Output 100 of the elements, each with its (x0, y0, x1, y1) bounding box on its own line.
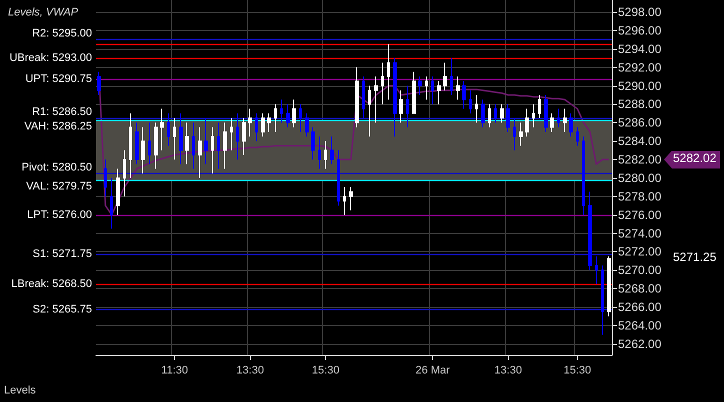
candlestick (141, 126, 145, 174)
candlestick (97, 71, 101, 96)
candlestick (248, 108, 252, 137)
candlestick (217, 122, 220, 170)
candlestick (443, 62, 447, 91)
y-tick-label: 5266.00 (618, 300, 662, 314)
candlestick (185, 122, 189, 165)
y-tick-label: 5280.00 (618, 170, 662, 185)
candlestick (601, 265, 604, 336)
candlestick (368, 85, 371, 137)
ref-line-label: VAL: 5279.75 (26, 180, 92, 192)
y-tick-label: 5284.00 (618, 134, 662, 148)
y-tick-label: 5268.00 (618, 282, 662, 296)
candlestick (519, 122, 523, 146)
candlestick (267, 112, 271, 132)
ref-line-label: UPT: 5290.75 (25, 72, 92, 85)
y-tick-label: 5264.00 (618, 318, 662, 332)
candlestick (286, 104, 290, 128)
candlestick (550, 112, 554, 132)
candlestick (292, 99, 296, 128)
y-tick-label: 5294.00 (618, 42, 662, 56)
candlestick (198, 126, 202, 178)
x-tick-label: 15:30 (564, 364, 592, 376)
y-tick-label: 5282.00 (618, 152, 662, 167)
y-tick-label: 5292.00 (618, 60, 662, 74)
candlestick (406, 85, 409, 128)
candlestick (538, 94, 541, 119)
text: Levels (4, 384, 36, 396)
ref-line-label: Pivot: 5280.50 (22, 161, 92, 174)
x-tick-label: 11:30 (161, 364, 188, 376)
candlestick (349, 186, 353, 211)
x-tick-label: 13:30 (236, 364, 264, 376)
candlestick (305, 112, 309, 137)
candlestick (116, 168, 120, 216)
candlestick (236, 112, 239, 160)
candlestick (481, 99, 485, 128)
y-tick-label: 5290.00 (618, 78, 662, 93)
candlestick (318, 136, 321, 170)
candlestick (160, 108, 164, 151)
ref-line-label: LBreak: 5268.50 (11, 278, 92, 290)
candlestick (412, 71, 416, 114)
candlestick (431, 76, 434, 105)
candlestick (123, 150, 126, 197)
candlestick (230, 118, 233, 151)
candlestick (557, 108, 560, 128)
y-tick-label: 5274.00 (618, 226, 662, 240)
candlestick (104, 159, 107, 197)
candlestick (475, 94, 478, 124)
candlestick (425, 76, 428, 100)
y-tick-label: 5298.00 (618, 4, 662, 19)
candlestick (437, 80, 441, 105)
candlestick (450, 58, 453, 96)
candlestick (569, 112, 573, 137)
candlestick (607, 256, 611, 317)
candlestick (393, 58, 397, 137)
candlestick (148, 122, 151, 165)
candlestick (129, 112, 132, 178)
x-tick-label: 26 Mar (416, 364, 450, 376)
y-tick-label: 5278.00 (618, 189, 662, 204)
candlestick (488, 104, 491, 128)
candlestick (362, 76, 365, 119)
candlestick (381, 62, 384, 105)
y-tick-label: 5276.00 (618, 208, 662, 222)
candlestick (462, 80, 466, 110)
ref-line-label: VAH: 5286.25 (24, 120, 92, 132)
candlestick (456, 76, 460, 100)
candlestick (343, 186, 346, 216)
ref-line-label: LPT: 5276.00 (27, 208, 92, 221)
candlestick (135, 122, 139, 165)
ref-line-label: UBreak: 5293.00 (9, 52, 92, 64)
candlestick (544, 94, 548, 132)
candlestick (513, 118, 516, 151)
candlestick (418, 76, 422, 96)
y-tick-label: 5288.00 (618, 97, 662, 112)
candlestick (563, 108, 567, 132)
y-tick-label: 5270.00 (618, 263, 662, 278)
text: Levels, VWAP (8, 6, 79, 18)
candlestick (311, 126, 315, 160)
candlestick (242, 118, 246, 156)
y-tick-label: 5296.00 (618, 23, 662, 38)
candlestick (154, 122, 158, 170)
candlestick (337, 150, 340, 206)
candlestick (280, 99, 283, 124)
ref-line-label: R2: 5295.00 (32, 28, 92, 40)
candlestick (299, 104, 302, 132)
candlestick (211, 126, 214, 174)
candlestick (532, 104, 535, 128)
x-tick-label: 13:30 (494, 364, 522, 376)
candlestick (179, 112, 183, 165)
candlestick (355, 66, 359, 128)
candlestick (588, 191, 592, 271)
candlestick (255, 112, 258, 142)
candlestick (173, 118, 176, 160)
candlestick (500, 104, 504, 124)
candlestick (582, 136, 585, 216)
candlestick (506, 104, 510, 132)
candlestick (525, 108, 529, 137)
candlestick (494, 104, 497, 124)
candlestick (167, 112, 170, 146)
ref-line-label: S1: 5271.75 (32, 248, 92, 260)
